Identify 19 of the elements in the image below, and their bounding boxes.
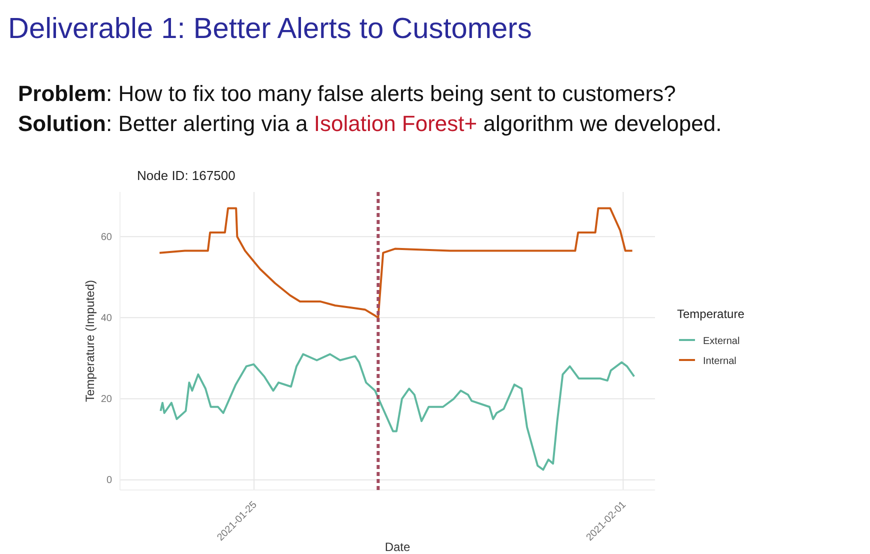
text: : Better alerting via a	[106, 111, 309, 136]
line-series	[160, 353, 636, 471]
y-tick-label: 0	[106, 475, 112, 486]
line-series	[158, 207, 634, 319]
text: Solution	[18, 111, 106, 136]
text: Isolation Forest+	[308, 111, 478, 136]
chart-subtitle: Node ID: 167500	[137, 168, 236, 183]
text: Problem	[18, 81, 106, 106]
y-tick-label: 40	[100, 312, 112, 324]
text: : How to fix too many false alerts being sent to customers?	[106, 81, 676, 106]
x-axis-title: Date	[384, 540, 410, 554]
y-axis-title: Temperature (Imputed)	[83, 280, 97, 402]
text: algorithm we developed.	[477, 111, 722, 136]
y-tick-label: 20	[100, 394, 112, 405]
legend-label: External	[703, 336, 740, 347]
y-tick-label: 60	[100, 232, 112, 243]
legend-label: Internal	[703, 356, 736, 367]
chart-title: Deliverable 1: Better Alerts to Customers	[8, 13, 532, 45]
legend-title: Temperature	[677, 307, 745, 321]
